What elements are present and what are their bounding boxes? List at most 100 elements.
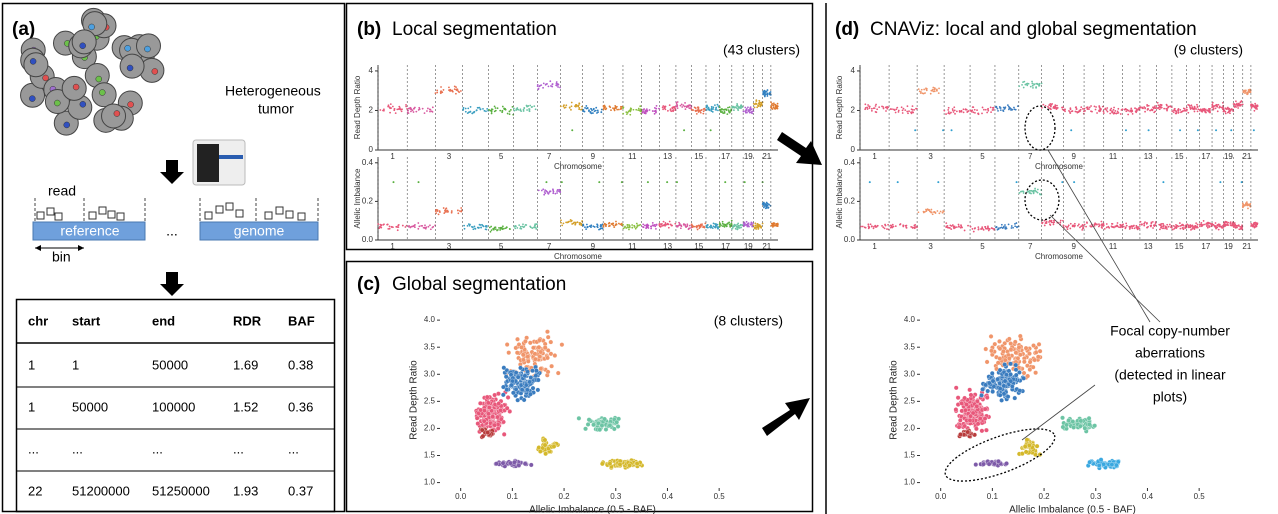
cluster-point xyxy=(1022,360,1026,364)
bin-point xyxy=(1144,107,1146,109)
bin-point xyxy=(1166,224,1168,226)
bin-point xyxy=(613,226,615,228)
y-tick-label: 0.4 xyxy=(362,158,374,167)
highlight-ellipse xyxy=(1025,106,1055,150)
y-tick-label: 0.2 xyxy=(844,197,856,206)
cluster-point xyxy=(1101,462,1105,466)
nucleus xyxy=(127,65,133,71)
bin-point xyxy=(1090,105,1092,107)
bin-point xyxy=(1217,104,1219,106)
bin-point xyxy=(696,225,698,227)
bin-point xyxy=(405,104,407,106)
bin-point xyxy=(388,104,390,106)
table-cell: ... xyxy=(152,441,163,456)
bin-point xyxy=(883,108,885,110)
bin-point xyxy=(732,107,734,109)
y-tick-label: 0.0 xyxy=(362,235,374,244)
bin-point xyxy=(1189,107,1191,109)
bin-point xyxy=(719,106,721,108)
table-cell: 51250000 xyxy=(152,483,210,498)
bin-point xyxy=(1215,129,1217,131)
bin-point xyxy=(719,226,721,228)
cluster-point xyxy=(523,374,527,378)
bin-point xyxy=(763,207,765,209)
x-tick-label: 21 xyxy=(1242,242,1251,251)
bin-point xyxy=(1143,223,1145,225)
bin-point xyxy=(876,108,878,110)
bin-point xyxy=(982,228,984,230)
cluster-point xyxy=(534,374,538,378)
bin-point xyxy=(636,223,638,225)
bin-point xyxy=(1158,224,1160,226)
bin-point xyxy=(772,105,774,107)
cluster-point xyxy=(553,353,557,357)
bin-point xyxy=(1183,108,1185,110)
bin-point xyxy=(1166,104,1168,106)
cluster-point xyxy=(635,461,639,465)
bin-point xyxy=(1018,85,1020,87)
bin-point xyxy=(748,226,750,228)
bin-point xyxy=(983,109,985,111)
bin-point xyxy=(1194,111,1196,113)
cluster-point xyxy=(991,379,995,383)
bin-point xyxy=(1190,108,1192,110)
bin-point xyxy=(1225,113,1227,115)
bin-arrowhead xyxy=(35,245,41,251)
bin-point xyxy=(615,224,617,226)
bin-point xyxy=(1008,109,1010,111)
bin-point xyxy=(736,107,738,109)
annotation-leader xyxy=(1050,215,1160,322)
bin-point xyxy=(1032,191,1034,193)
bin-point xyxy=(869,107,871,109)
bin-point xyxy=(1173,225,1175,227)
table-cell: ... xyxy=(233,441,244,456)
y-tick-label: 0.4 xyxy=(844,158,856,167)
cluster-point xyxy=(1078,424,1082,428)
bin-point xyxy=(956,111,958,113)
bin-point xyxy=(1103,110,1105,112)
bin-point xyxy=(601,225,603,227)
bin-point xyxy=(1212,109,1214,111)
bin-point xyxy=(954,113,956,115)
cluster-point xyxy=(545,356,549,360)
bin-point xyxy=(518,224,520,226)
bin-point xyxy=(1143,225,1145,227)
bin-point xyxy=(960,227,962,229)
cluster-point xyxy=(981,462,985,466)
bin-point xyxy=(990,107,992,109)
bin-point xyxy=(597,224,599,226)
bin-point xyxy=(1187,112,1189,114)
bin-point xyxy=(947,225,949,227)
bin-point xyxy=(867,223,869,225)
x-tick-label: 19 xyxy=(1224,242,1233,251)
bin-point xyxy=(491,108,493,110)
bin-point xyxy=(1002,109,1004,111)
bin-point xyxy=(1118,112,1120,114)
bin-point xyxy=(967,111,969,113)
bin-point xyxy=(1192,224,1194,226)
cluster-point xyxy=(583,427,587,431)
bin-point xyxy=(697,229,699,231)
bin-point xyxy=(652,222,654,224)
bin-point xyxy=(664,107,666,109)
bin-point xyxy=(1053,224,1055,226)
bin-point xyxy=(595,107,597,109)
bin-point xyxy=(1087,107,1089,109)
bin-point xyxy=(534,225,536,227)
x-tick-label: 5 xyxy=(499,242,504,251)
cluster-point xyxy=(486,401,490,405)
bin-point xyxy=(891,227,893,229)
nucleus xyxy=(80,101,86,107)
bin-point xyxy=(677,226,679,228)
bin-point xyxy=(1117,110,1119,112)
bin-point xyxy=(1193,228,1195,230)
bin-point xyxy=(622,107,624,109)
bin-point xyxy=(471,112,473,114)
bin-point xyxy=(998,228,1000,230)
cluster-point xyxy=(1004,373,1008,377)
bin-point xyxy=(479,107,481,109)
table-header: BAF xyxy=(288,313,315,328)
bin-point xyxy=(954,109,956,111)
bin-point xyxy=(402,225,404,227)
x-tick-label: 0.3 xyxy=(1090,492,1102,501)
